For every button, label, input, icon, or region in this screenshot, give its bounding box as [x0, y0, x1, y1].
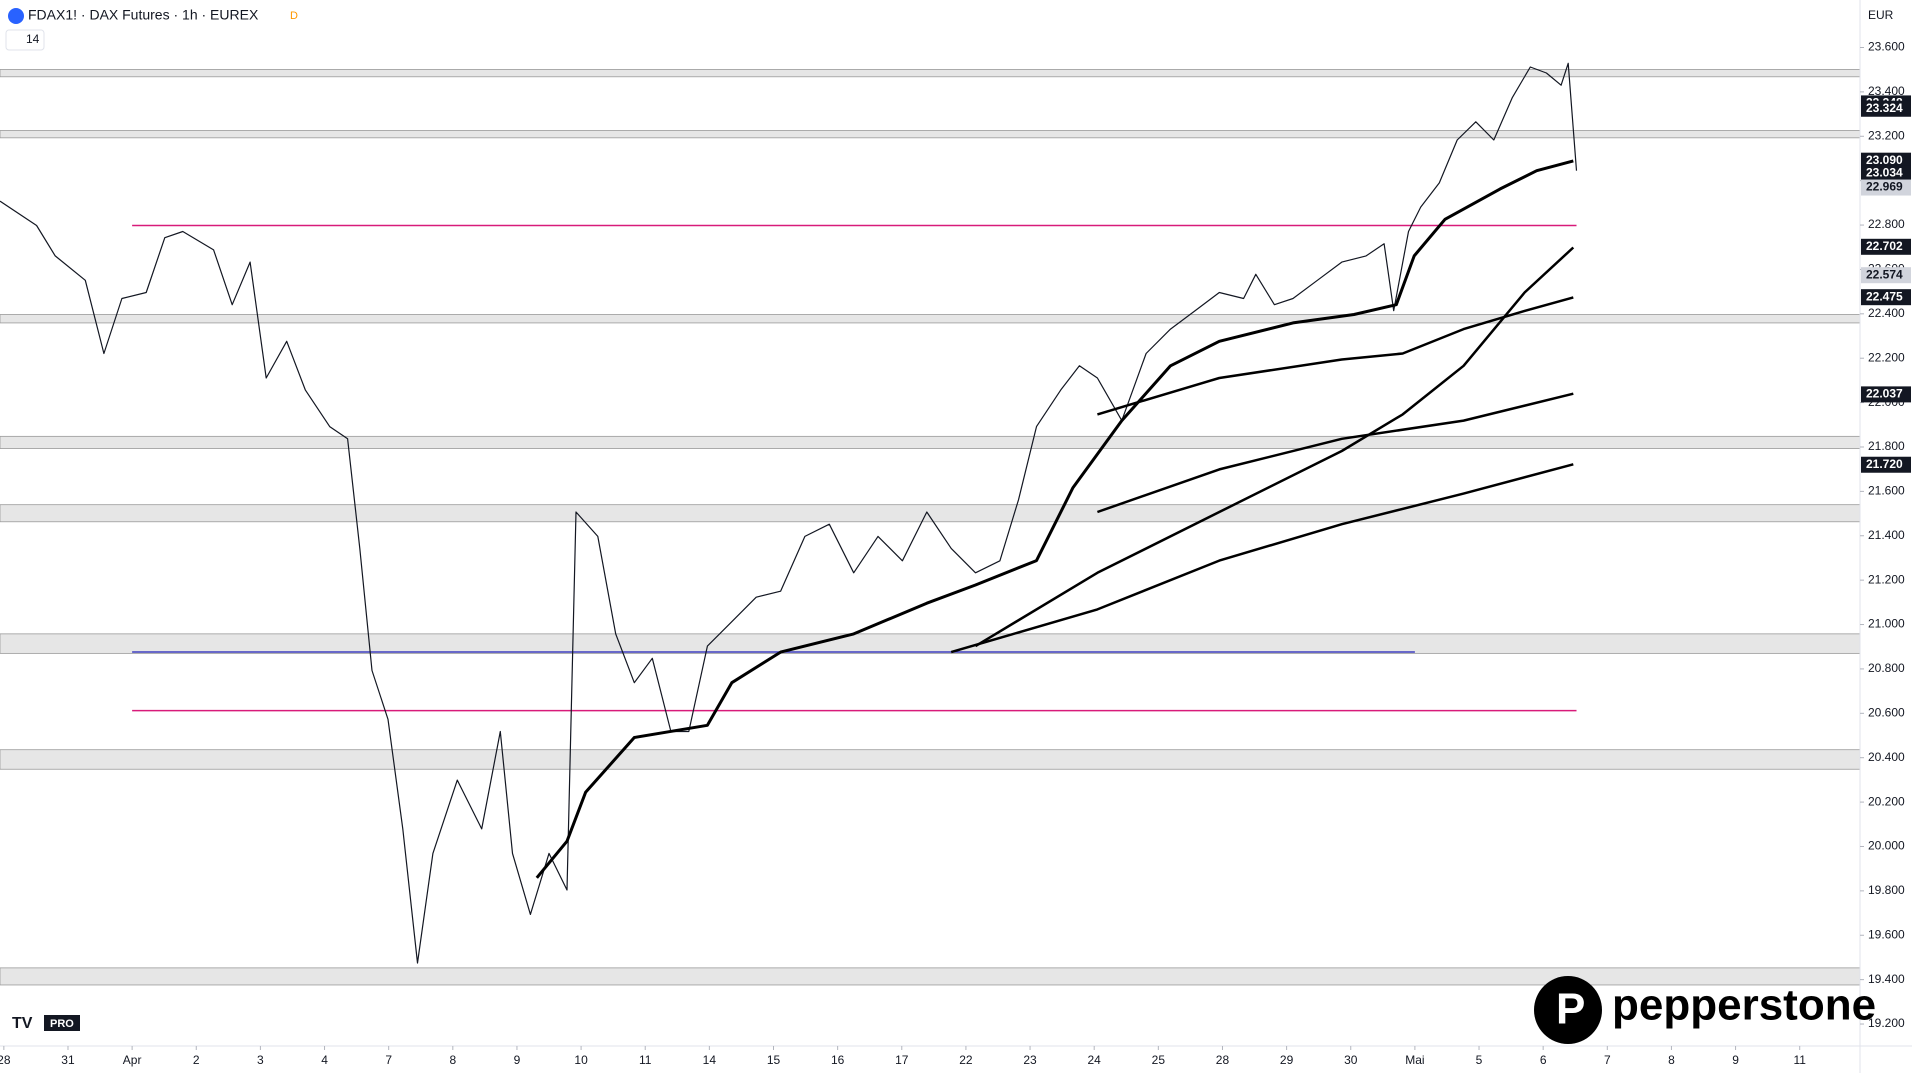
zone — [0, 633, 1861, 654]
tv-pro-text: PRO — [50, 1018, 74, 1030]
y-tick-label: 21.400 — [1868, 528, 1905, 542]
x-tick-label: 15 — [767, 1053, 781, 1067]
x-tick-label: 14 — [703, 1053, 717, 1067]
y-tick-label: 19.200 — [1868, 1016, 1905, 1030]
y-tick-label: 22.400 — [1868, 306, 1905, 320]
price-line — [535, 159, 1574, 879]
price-label-bg — [1861, 267, 1911, 284]
price-label: 22.037 — [1866, 387, 1903, 401]
price-label: 22.574 — [1866, 267, 1903, 281]
price-label-bg — [1861, 179, 1911, 196]
y-tick-label: 20.000 — [1868, 839, 1905, 853]
x-tick-label: 31 — [61, 1053, 75, 1067]
tv-logo: TV — [12, 1015, 33, 1032]
x-tick-label: 16 — [831, 1053, 845, 1067]
x-tick-label: 8 — [1668, 1053, 1675, 1067]
zone — [0, 504, 1861, 523]
y-tick-label: 20.800 — [1868, 661, 1905, 675]
zone — [0, 749, 1861, 770]
price-line — [1096, 392, 1574, 514]
price-label-bg — [1861, 289, 1911, 306]
x-tick-label: 6 — [1540, 1053, 1547, 1067]
y-tick-label: 19.400 — [1868, 972, 1905, 986]
x-tick-label: 8 — [449, 1053, 456, 1067]
price-label-bg — [1861, 386, 1911, 403]
y-tick-label: 23.400 — [1868, 84, 1905, 98]
price-line — [1097, 296, 1574, 416]
indicator-label[interactable]: 14 — [26, 32, 40, 46]
y-tick-label: 21.600 — [1868, 484, 1905, 498]
x-tick-label: 17 — [895, 1053, 909, 1067]
zone — [0, 69, 1861, 78]
x-tick-label: 3 — [257, 1053, 264, 1067]
x-tick-label: 22 — [959, 1053, 973, 1067]
zone — [0, 314, 1861, 324]
price-label-bg — [1861, 165, 1911, 182]
price-label-bg — [1861, 100, 1911, 117]
y-tick-label: 23.200 — [1868, 128, 1905, 142]
y-tick-label: 19.800 — [1868, 883, 1905, 897]
pepperstone-icon — [1534, 976, 1602, 1044]
x-tick-label: 5 — [1476, 1053, 1483, 1067]
y-tick-label: 22.200 — [1868, 350, 1905, 364]
x-tick-label: Mai — [1405, 1053, 1424, 1067]
x-tick-label: 9 — [514, 1053, 521, 1067]
x-tick-label: 24 — [1088, 1053, 1102, 1067]
indicator-box[interactable] — [5, 29, 45, 51]
price-label: 23.034 — [1866, 165, 1903, 179]
symbol-icon[interactable] — [8, 8, 24, 24]
price-label: 22.969 — [1866, 180, 1903, 194]
x-tick-label: Apr — [123, 1053, 142, 1067]
y-tick-label: 21.200 — [1868, 572, 1905, 586]
price-label: 23.090 — [1866, 153, 1903, 167]
x-tick-label: 28 — [1216, 1053, 1230, 1067]
x-tick-label: 2 — [193, 1053, 200, 1067]
x-tick-label: 9 — [1732, 1053, 1739, 1067]
price-line — [974, 246, 1575, 648]
price-label: 22.702 — [1866, 239, 1903, 253]
symbol-title[interactable]: FDAX1! · DAX Futures · 1h · EUREX — [28, 7, 259, 23]
currency[interactable]: EUR — [1868, 8, 1894, 22]
price-label: 21.720 — [1866, 457, 1903, 471]
y-tick-label: 19.600 — [1868, 927, 1905, 941]
x-tick-label: 7 — [1604, 1053, 1611, 1067]
x-tick-label: 4 — [321, 1053, 328, 1067]
y-tick-label: 20.600 — [1868, 705, 1905, 719]
y-tick-label: 23.600 — [1868, 40, 1905, 54]
x-tick-label: 11 — [1793, 1053, 1806, 1067]
y-tick-label: 22.800 — [1868, 217, 1905, 231]
price-label-bg — [1861, 238, 1911, 255]
watermark: pepperstone — [1612, 981, 1876, 1030]
data-badge: D — [290, 10, 298, 22]
price-label-bg — [1861, 152, 1911, 169]
x-tick-label: 23 — [1023, 1053, 1037, 1067]
price-label: 22.475 — [1866, 289, 1903, 303]
y-tick-label: 20.200 — [1868, 794, 1905, 808]
x-tick-label: 10 — [574, 1053, 588, 1067]
x-tick-label: 7 — [385, 1053, 392, 1067]
x-tick-label: 11 — [639, 1053, 652, 1067]
price-label: 23.324 — [1866, 101, 1903, 115]
x-tick-label: 28 — [0, 1053, 11, 1067]
zone — [0, 130, 1861, 139]
pepperstone-p: P — [1556, 985, 1585, 1034]
y-tick-label: 21.800 — [1868, 439, 1905, 453]
x-tick-label: 25 — [1152, 1053, 1166, 1067]
price-line — [950, 463, 1574, 654]
price-line — [0, 62, 1578, 964]
x-tick-label: 29 — [1280, 1053, 1294, 1067]
x-tick-label: 30 — [1344, 1053, 1358, 1067]
y-tick-label: 20.400 — [1868, 750, 1905, 764]
y-tick-label: 21.000 — [1868, 617, 1905, 631]
price-label-bg — [1861, 456, 1911, 473]
tv-pro-badge — [44, 1015, 80, 1031]
zone — [0, 435, 1861, 449]
